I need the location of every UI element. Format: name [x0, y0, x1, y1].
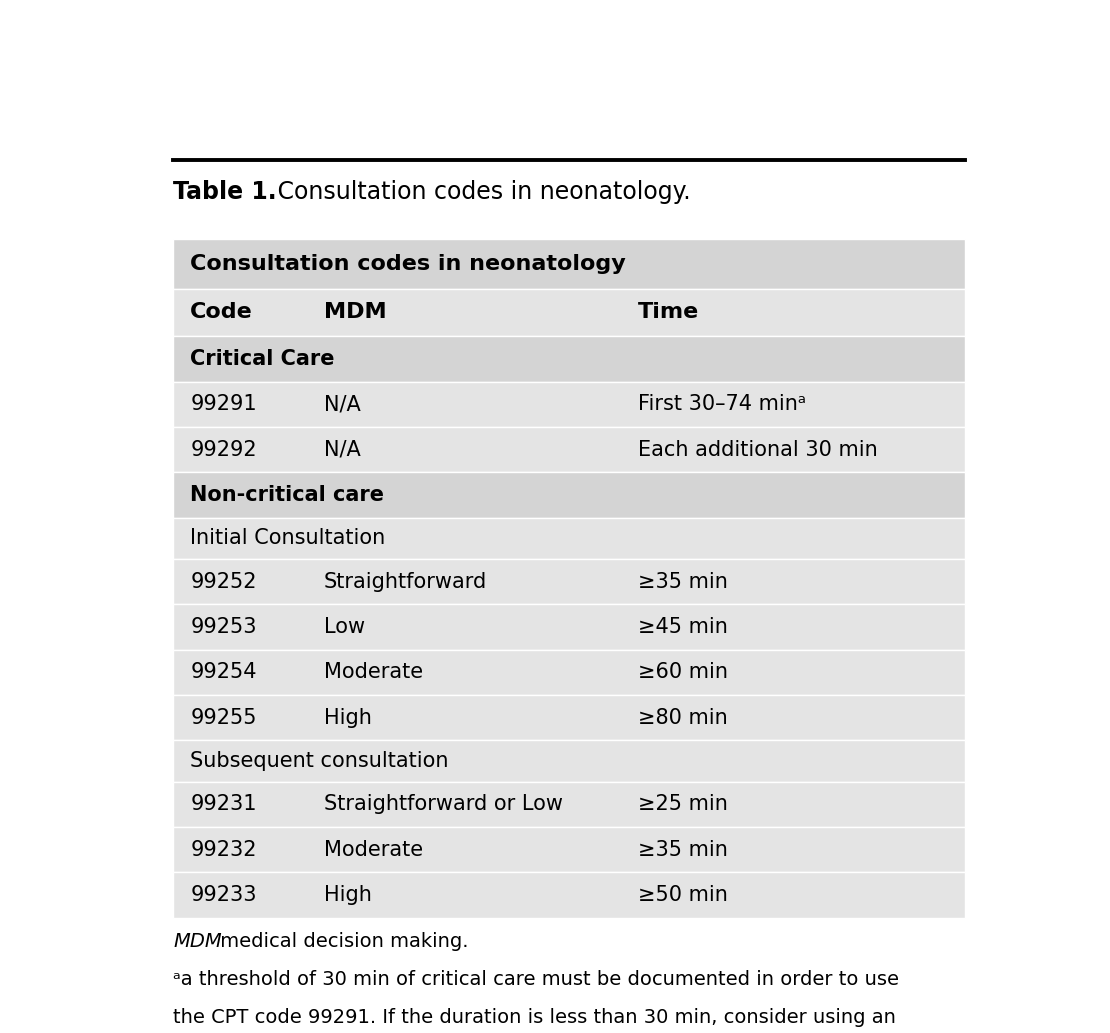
Text: 99291: 99291	[191, 395, 258, 414]
Text: the CPT code 99291. If the duration is less than 30 min, consider using an: the CPT code 99291. If the duration is l…	[173, 1008, 896, 1028]
Text: High: High	[324, 885, 372, 905]
Text: Each additional 30 min: Each additional 30 min	[637, 440, 877, 460]
Text: Time: Time	[637, 303, 699, 322]
Text: 99252: 99252	[191, 571, 256, 592]
Bar	[173, 240, 965, 288]
Text: N/A: N/A	[324, 395, 361, 414]
Text: Code: Code	[191, 303, 253, 322]
Bar	[173, 827, 965, 873]
Bar	[173, 518, 965, 559]
Text: 99292: 99292	[191, 440, 258, 460]
Bar	[173, 873, 965, 917]
Text: High: High	[324, 708, 372, 727]
Text: 99232: 99232	[191, 840, 256, 859]
Text: 99233: 99233	[191, 885, 256, 905]
Text: Low: Low	[324, 617, 365, 637]
Text: MDM: MDM	[324, 303, 386, 322]
Text: Consultation codes in neonatology: Consultation codes in neonatology	[191, 254, 626, 274]
Text: ≥50 min: ≥50 min	[637, 885, 727, 905]
Bar	[173, 288, 965, 337]
Text: N/A: N/A	[324, 440, 361, 460]
Text: Straightforward: Straightforward	[324, 571, 487, 592]
Text: 99231: 99231	[191, 794, 256, 814]
Bar	[173, 472, 965, 518]
Text: ᵃa threshold of 30 min of critical care must be documented in order to use: ᵃa threshold of 30 min of critical care …	[173, 970, 899, 990]
Text: Consultation codes in neonatology.: Consultation codes in neonatology.	[255, 180, 690, 204]
Text: ≥60 min: ≥60 min	[637, 662, 728, 683]
Text: 99254: 99254	[191, 662, 256, 683]
Text: ≥35 min: ≥35 min	[637, 571, 727, 592]
Text: ≥25 min: ≥25 min	[637, 794, 727, 814]
Text: Initial Consultation: Initial Consultation	[191, 528, 385, 549]
Bar	[173, 695, 965, 741]
Text: ≥80 min: ≥80 min	[637, 708, 727, 727]
Text: Straightforward or Low: Straightforward or Low	[324, 794, 563, 814]
Text: Subsequent consultation: Subsequent consultation	[191, 751, 448, 771]
Bar	[173, 741, 965, 782]
Text: Table 1.: Table 1.	[173, 180, 276, 204]
Text: 99255: 99255	[191, 708, 256, 727]
Text: medical decision making.: medical decision making.	[214, 932, 468, 951]
Text: ≥35 min: ≥35 min	[637, 840, 727, 859]
Bar	[173, 559, 965, 604]
Text: First 30–74 minᵃ: First 30–74 minᵃ	[637, 395, 806, 414]
Text: Moderate: Moderate	[324, 662, 423, 683]
Bar	[173, 650, 965, 695]
Text: 99253: 99253	[191, 617, 256, 637]
Bar	[173, 337, 965, 381]
Text: Non-critical care: Non-critical care	[191, 486, 384, 505]
Bar	[173, 381, 965, 427]
Bar	[173, 427, 965, 472]
Text: MDM: MDM	[173, 932, 222, 951]
Text: ≥45 min: ≥45 min	[637, 617, 727, 637]
Bar	[173, 782, 965, 827]
Bar	[173, 604, 965, 650]
Text: Moderate: Moderate	[324, 840, 423, 859]
Text: Critical Care: Critical Care	[191, 349, 335, 369]
